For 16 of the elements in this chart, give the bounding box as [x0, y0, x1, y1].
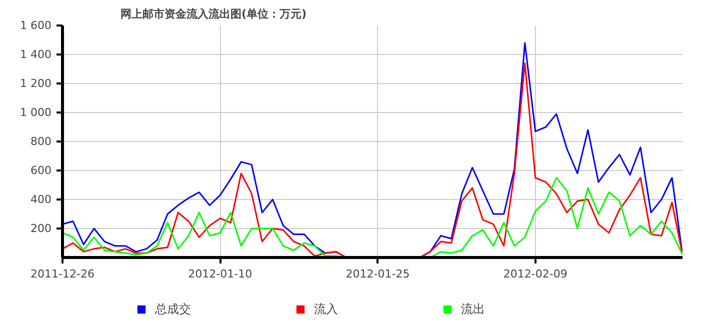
y-tick-label: 1 600: [20, 19, 52, 32]
y-tick-label: 800: [30, 135, 52, 148]
legend-label: 总成交: [155, 300, 191, 318]
y-tick-label: 1 400: [20, 48, 52, 61]
legend-label: 流出: [461, 300, 485, 318]
x-tick-label: 2012-01-25: [346, 268, 410, 280]
y-tick-label: 600: [30, 164, 52, 177]
y-tick-label: 400: [30, 193, 52, 206]
y-tick-label: 200: [30, 222, 52, 235]
y-tick-label: 1 200: [20, 77, 52, 90]
x-tick-label: 2012-02-09: [503, 268, 568, 280]
legend-label: 流入: [314, 300, 338, 318]
x-tick-label: 2012-01-10: [188, 268, 252, 280]
chart-title: 网上邮市资金流入流出图(单位：万元): [120, 8, 307, 20]
x-tick-label: 2011-12-26: [30, 268, 94, 280]
y-tick-label: 1 000: [20, 106, 52, 119]
